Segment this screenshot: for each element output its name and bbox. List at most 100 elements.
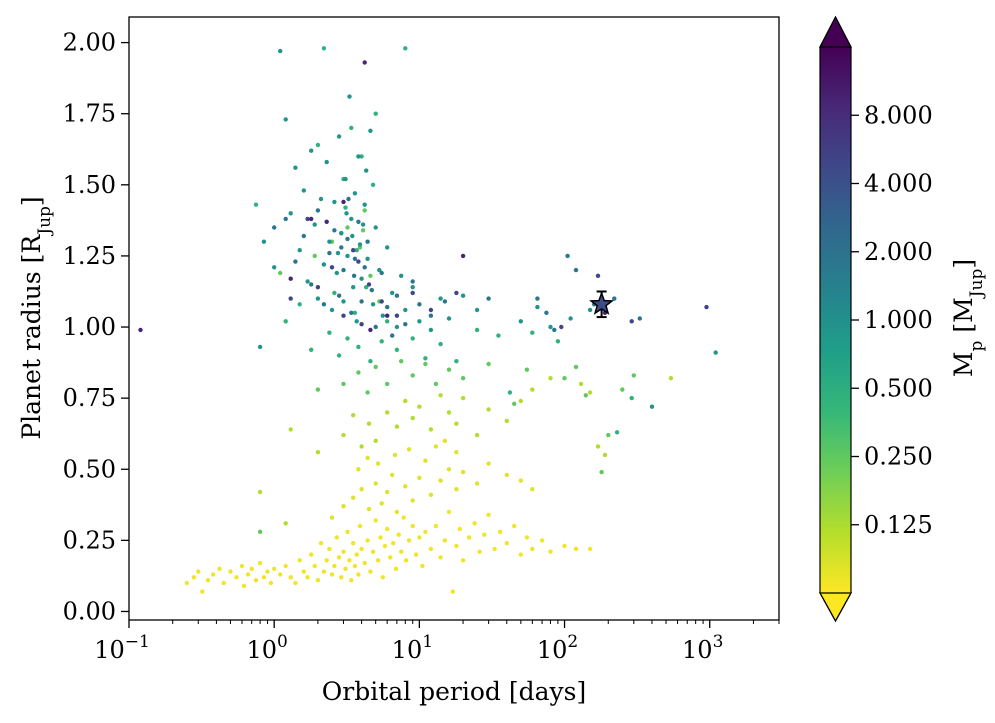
data-point — [460, 395, 466, 401]
data-point — [410, 498, 415, 503]
data-point — [385, 526, 390, 532]
data-point — [343, 566, 348, 571]
data-point — [413, 552, 419, 557]
data-point — [620, 387, 625, 392]
data-point — [261, 575, 267, 580]
data-point — [403, 484, 408, 489]
data-point — [305, 216, 310, 222]
data-point — [351, 285, 356, 290]
data-point — [336, 353, 342, 358]
data-point — [318, 541, 324, 546]
data-point — [668, 376, 674, 381]
data-point — [428, 313, 434, 318]
data-point — [351, 273, 357, 278]
data-point — [380, 313, 385, 318]
data-point — [345, 236, 350, 242]
data-point — [364, 285, 369, 290]
data-point — [375, 461, 381, 466]
colorbar-tick-label: 0.125 — [864, 511, 933, 539]
data-point — [297, 558, 302, 563]
data-point — [454, 421, 459, 426]
data-point — [460, 376, 466, 381]
data-point — [360, 228, 366, 233]
data-point — [606, 432, 611, 438]
data-point — [359, 546, 364, 552]
data-point — [321, 569, 327, 574]
data-point — [583, 393, 588, 398]
data-point — [433, 444, 439, 449]
data-point — [351, 248, 356, 253]
data-point — [394, 313, 400, 318]
data-point — [288, 211, 293, 216]
data-point — [399, 359, 404, 364]
data-point — [548, 376, 553, 381]
data-point — [327, 546, 332, 552]
data-point — [297, 248, 302, 253]
data-point — [477, 549, 482, 554]
data-point — [375, 558, 381, 563]
data-point — [366, 421, 372, 426]
data-point — [332, 199, 337, 205]
data-point — [301, 233, 306, 239]
data-point — [257, 344, 263, 350]
data-point — [486, 407, 491, 412]
data-point — [410, 523, 415, 529]
data-point — [423, 458, 428, 463]
data-point — [438, 341, 443, 347]
data-point — [423, 529, 428, 534]
y-tick-label: 1.25 — [63, 242, 116, 270]
data-point — [356, 344, 361, 350]
x-tick-label: 102 — [537, 632, 578, 664]
data-point — [309, 552, 314, 557]
data-point — [466, 535, 472, 540]
data-point — [341, 199, 346, 205]
y-tick-label: 2.00 — [63, 29, 116, 57]
data-point — [365, 239, 370, 244]
data-point — [324, 159, 329, 165]
data-point — [293, 259, 298, 264]
data-point — [356, 154, 361, 159]
data-point — [336, 134, 342, 139]
data-point — [327, 239, 332, 244]
x-tick-label: 103 — [682, 632, 723, 664]
data-point — [385, 410, 390, 415]
data-point — [315, 142, 321, 148]
data-point — [428, 492, 434, 497]
data-point — [261, 239, 267, 244]
data-point — [351, 413, 356, 418]
data-point — [245, 572, 251, 577]
data-point — [373, 111, 378, 116]
data-point — [283, 319, 288, 324]
data-point — [347, 558, 352, 563]
data-point — [442, 438, 448, 443]
data-point — [599, 469, 604, 475]
data-point — [497, 529, 503, 534]
data-point — [379, 339, 384, 344]
data-point — [379, 299, 384, 304]
data-point — [373, 324, 378, 330]
colorbar-tick-label: 1.000 — [864, 306, 933, 334]
data-point — [602, 452, 608, 458]
data-point — [268, 580, 274, 586]
data-point — [309, 347, 314, 352]
data-point — [524, 367, 530, 372]
data-point — [486, 296, 491, 301]
data-point — [356, 370, 361, 375]
data-point — [345, 529, 350, 534]
data-point — [369, 287, 374, 293]
data-point — [196, 569, 201, 574]
data-point — [391, 541, 396, 546]
data-point — [562, 543, 567, 549]
data-point — [288, 276, 293, 281]
data-point — [293, 165, 298, 170]
data-point — [228, 569, 233, 574]
data-point — [474, 327, 480, 333]
data-point — [504, 418, 509, 424]
data-point — [704, 304, 709, 310]
data-point — [454, 290, 459, 296]
data-point — [428, 327, 434, 333]
data-point — [324, 219, 329, 224]
data-point — [394, 424, 400, 429]
colorbar-tick-label: 4.000 — [864, 170, 933, 198]
x-tick-label: 10−1 — [94, 632, 150, 664]
